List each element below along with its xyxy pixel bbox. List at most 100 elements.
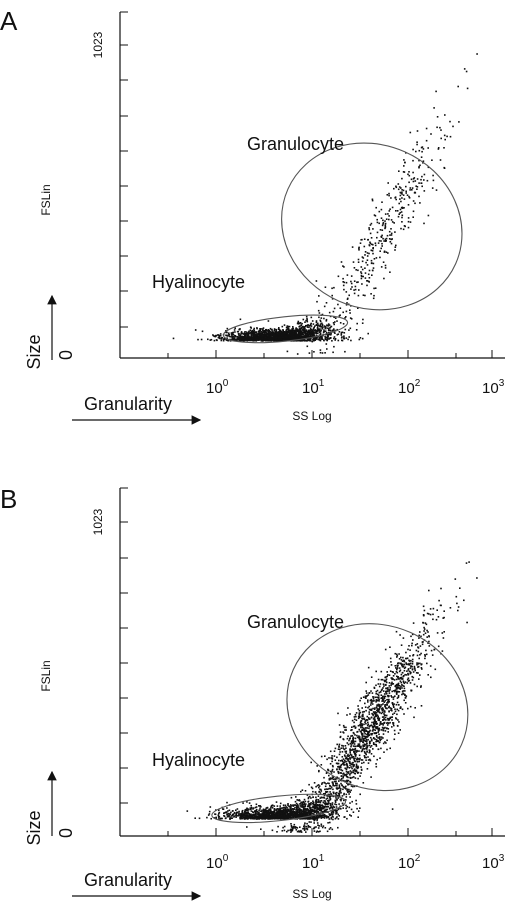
data-point (326, 795, 329, 797)
data-point (401, 216, 403, 219)
data-point (329, 814, 331, 816)
data-point (353, 280, 356, 282)
data-point (245, 336, 248, 338)
data-point (346, 755, 349, 757)
data-point (324, 792, 326, 795)
data-point (349, 770, 352, 772)
data-point (336, 816, 338, 818)
data-point (411, 663, 414, 665)
data-point (246, 339, 248, 341)
data-point (384, 267, 387, 269)
data-point (221, 336, 223, 339)
data-point (319, 809, 321, 812)
data-point (240, 331, 243, 333)
data-point (279, 809, 282, 811)
data-point (325, 808, 327, 811)
data-point (247, 811, 250, 814)
data-point (312, 810, 314, 812)
data-point (427, 166, 430, 169)
data-point (310, 325, 313, 327)
data-point (276, 808, 279, 810)
gate-granulocyte (281, 142, 463, 311)
data-point (295, 814, 298, 817)
data-point (361, 724, 363, 727)
data-point (341, 744, 343, 747)
data-point (367, 762, 370, 764)
data-point (351, 729, 353, 731)
data-point (420, 178, 422, 181)
data-point (327, 333, 330, 336)
data-point (303, 811, 305, 813)
data-point (275, 817, 278, 820)
data-point (227, 334, 230, 336)
data-point (372, 718, 375, 720)
data-point (380, 678, 383, 681)
data-point (416, 130, 419, 132)
data-point (288, 338, 290, 340)
data-point (251, 334, 253, 337)
data-point (243, 332, 246, 335)
data-point (208, 813, 211, 815)
data-point (351, 286, 353, 288)
data-point (395, 244, 397, 247)
data-point (248, 337, 251, 339)
data-point (332, 310, 335, 313)
data-point (214, 813, 216, 815)
data-point (280, 816, 283, 819)
data-point (415, 672, 418, 674)
data-point (297, 331, 300, 333)
data-point (331, 777, 334, 780)
data-point (249, 808, 252, 811)
data-point (356, 750, 359, 752)
data-point (305, 814, 308, 816)
data-point (369, 224, 372, 226)
data-point (332, 778, 335, 780)
data-point (253, 334, 255, 337)
data-point (398, 685, 401, 687)
data-point (367, 723, 369, 726)
data-point (244, 335, 247, 338)
data-point (362, 739, 365, 742)
data-point (322, 808, 324, 810)
data-point (312, 335, 314, 338)
data-point (396, 724, 399, 727)
data-point (393, 729, 396, 732)
data-point (333, 336, 336, 338)
data-point (194, 817, 196, 819)
data-point (436, 126, 438, 129)
data-point (213, 817, 216, 819)
data-point (271, 804, 274, 806)
data-point (283, 829, 286, 832)
data-point (332, 765, 334, 768)
data-point (341, 795, 344, 797)
data-point (239, 336, 242, 339)
data-point (372, 748, 374, 750)
data-point (320, 755, 323, 758)
data-point (361, 256, 364, 258)
data-point (279, 817, 282, 819)
data-point (235, 816, 237, 818)
scatter-points (186, 561, 478, 833)
data-point (345, 337, 348, 339)
data-point (242, 336, 245, 338)
data-point (302, 339, 305, 341)
data-point (399, 729, 401, 731)
data-point (258, 811, 260, 814)
data-point (245, 815, 247, 817)
data-point (355, 770, 357, 773)
data-point (321, 783, 323, 785)
data-point (236, 812, 238, 814)
data-point (360, 277, 363, 280)
data-point (261, 337, 264, 340)
data-point (407, 677, 410, 679)
data-point (245, 816, 247, 818)
data-point (396, 210, 399, 212)
data-point (421, 146, 424, 148)
data-point (375, 701, 377, 703)
data-point (325, 343, 328, 345)
data-point (353, 765, 355, 767)
data-point (391, 690, 393, 693)
data-point (425, 653, 428, 656)
data-point (300, 812, 302, 815)
